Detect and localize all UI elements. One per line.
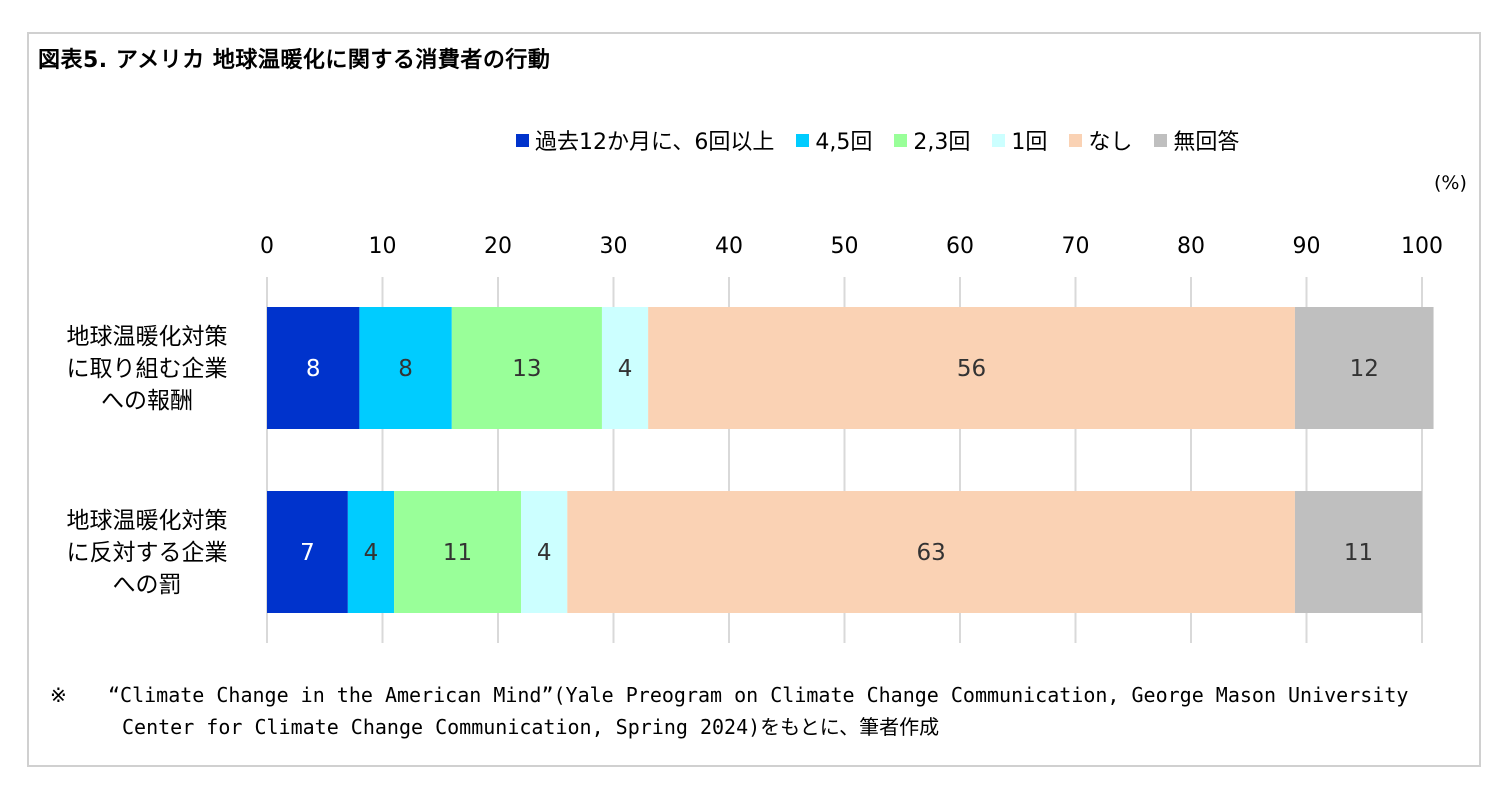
category-label: 地球温暖化対策 [67, 324, 228, 350]
legend-item: 無回答 [1154, 124, 1239, 156]
x-tick-label: 30 [600, 234, 628, 259]
data-label: 8 [398, 356, 413, 382]
chart-legend: 過去12か月に、6回以上 4,5回 2,3回 1回 なし 無回答 [516, 124, 1261, 156]
bar-segment [1294, 491, 1422, 613]
data-label: 11 [443, 540, 472, 566]
x-tick-label: 60 [946, 234, 974, 259]
bar-segment [359, 307, 452, 429]
bar-segment [347, 491, 395, 613]
bar-segment [267, 307, 360, 429]
bar-segment [1294, 307, 1434, 429]
category-label: への罰 [113, 572, 182, 598]
legend-label: 4,5回 [815, 130, 873, 155]
legend-item: 過去12か月に、6回以上 [516, 124, 774, 156]
x-tick-label: 100 [1401, 234, 1443, 259]
category-label: への報酬 [101, 388, 193, 414]
x-tick-label: 10 [369, 234, 397, 259]
bar-segment [451, 307, 602, 429]
data-label: 63 [916, 540, 945, 566]
bar-segment [567, 491, 1295, 613]
note-mark: ※ [50, 683, 67, 707]
category-label: 地球温暖化対策 [67, 508, 228, 534]
bar-segment [267, 491, 348, 613]
data-label: 8 [306, 356, 321, 382]
legend-swatch [992, 133, 1006, 147]
legend-label: 無回答 [1173, 130, 1240, 155]
x-tick-label: 80 [1177, 234, 1205, 259]
x-tick-label: 40 [715, 234, 743, 259]
data-label: 7 [300, 540, 315, 566]
x-tick-label: 90 [1293, 234, 1321, 259]
data-label: 12 [1350, 356, 1379, 382]
legend-label: 2,3回 [913, 130, 971, 155]
legend-swatch [894, 133, 908, 147]
bar-segment [521, 491, 568, 613]
legend-label: 過去12か月に、6回以上 [535, 130, 775, 155]
note-line-2: Center for Climate Change Communication,… [122, 715, 940, 739]
legend-swatch [1069, 133, 1083, 147]
legend-swatch [796, 133, 810, 147]
x-tick-label: 20 [484, 234, 512, 259]
data-label: 11 [1344, 540, 1373, 566]
x-tick-label: 70 [1062, 234, 1090, 259]
legend-label: なし [1088, 130, 1133, 155]
legend-item: なし [1069, 124, 1132, 156]
x-tick-label: 0 [260, 234, 274, 259]
note-line-1: “Climate Change in the American Mind”(Ya… [108, 683, 1409, 707]
legend-item: 4,5回 [796, 124, 872, 156]
data-label: 4 [364, 540, 379, 566]
data-label: 56 [957, 356, 986, 382]
data-label: 4 [537, 540, 552, 566]
unit-label: (%) [1434, 172, 1467, 194]
legend-label: 1回 [1011, 130, 1048, 155]
bar-segment [394, 491, 522, 613]
x-tick-label: 50 [831, 234, 859, 259]
figure-title: 図表5. アメリカ 地球温暖化に関する消費者の行動 [38, 48, 551, 73]
legend-swatch [516, 133, 529, 147]
bar-segment [648, 307, 1295, 429]
data-label: 4 [618, 356, 633, 382]
legend-item: 1回 [992, 124, 1047, 156]
legend-swatch [1154, 133, 1168, 147]
data-label: 13 [512, 356, 541, 382]
category-label: に取り組む企業 [67, 356, 228, 382]
bar-segment [601, 307, 649, 429]
category-label: に反対する企業 [67, 540, 228, 566]
legend-item: 2,3回 [894, 124, 970, 156]
